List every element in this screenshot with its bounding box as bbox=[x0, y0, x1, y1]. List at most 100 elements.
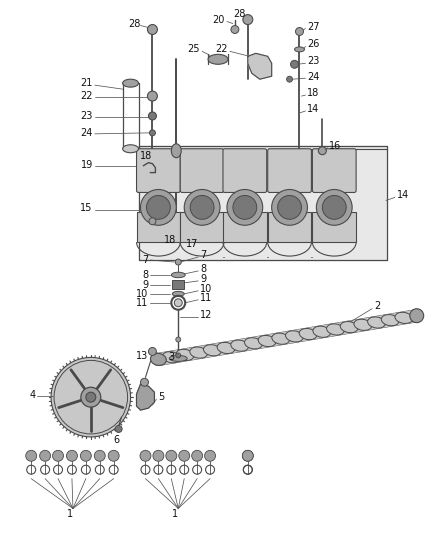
Text: 15: 15 bbox=[81, 204, 93, 213]
Ellipse shape bbox=[123, 79, 138, 87]
Circle shape bbox=[296, 28, 304, 36]
Text: 13: 13 bbox=[136, 351, 148, 361]
Circle shape bbox=[108, 450, 119, 461]
Ellipse shape bbox=[313, 326, 331, 337]
Text: 21: 21 bbox=[81, 78, 93, 88]
Ellipse shape bbox=[327, 324, 344, 335]
Text: 1: 1 bbox=[67, 510, 73, 520]
FancyBboxPatch shape bbox=[223, 212, 267, 242]
Circle shape bbox=[179, 450, 190, 461]
Circle shape bbox=[141, 190, 176, 225]
Text: 4: 4 bbox=[29, 390, 35, 400]
FancyBboxPatch shape bbox=[312, 149, 356, 192]
Circle shape bbox=[148, 112, 156, 120]
Ellipse shape bbox=[190, 347, 208, 358]
Polygon shape bbox=[138, 146, 387, 260]
Text: 8: 8 bbox=[200, 264, 206, 274]
Circle shape bbox=[231, 26, 239, 34]
Circle shape bbox=[242, 450, 253, 461]
Ellipse shape bbox=[208, 54, 228, 64]
Circle shape bbox=[174, 299, 182, 307]
Circle shape bbox=[94, 450, 105, 461]
Circle shape bbox=[278, 196, 301, 219]
Circle shape bbox=[54, 360, 127, 434]
FancyBboxPatch shape bbox=[137, 212, 180, 242]
Ellipse shape bbox=[172, 292, 184, 296]
Text: 28: 28 bbox=[129, 19, 141, 29]
Text: 2: 2 bbox=[374, 301, 380, 311]
Ellipse shape bbox=[367, 317, 385, 328]
Text: 7: 7 bbox=[200, 250, 206, 260]
Ellipse shape bbox=[381, 314, 399, 326]
Circle shape bbox=[140, 450, 151, 461]
Ellipse shape bbox=[171, 272, 185, 278]
Circle shape bbox=[40, 450, 50, 461]
Circle shape bbox=[81, 387, 101, 407]
Text: 26: 26 bbox=[307, 39, 320, 50]
Circle shape bbox=[67, 450, 78, 461]
Ellipse shape bbox=[286, 331, 303, 342]
Circle shape bbox=[243, 14, 253, 25]
FancyBboxPatch shape bbox=[268, 212, 311, 242]
Text: 18: 18 bbox=[140, 151, 152, 161]
Circle shape bbox=[81, 450, 91, 461]
Ellipse shape bbox=[151, 353, 166, 366]
Text: 20: 20 bbox=[212, 14, 225, 25]
FancyBboxPatch shape bbox=[180, 212, 224, 242]
FancyBboxPatch shape bbox=[137, 149, 180, 192]
Text: 11: 11 bbox=[136, 298, 148, 308]
Ellipse shape bbox=[299, 328, 317, 340]
Circle shape bbox=[184, 190, 220, 225]
Circle shape bbox=[242, 450, 253, 461]
Text: 22: 22 bbox=[80, 91, 93, 101]
FancyBboxPatch shape bbox=[172, 280, 184, 289]
Circle shape bbox=[148, 91, 157, 101]
Circle shape bbox=[322, 196, 346, 219]
Text: 16: 16 bbox=[329, 141, 342, 151]
Circle shape bbox=[190, 196, 214, 219]
Circle shape bbox=[148, 25, 157, 35]
Ellipse shape bbox=[294, 47, 304, 52]
Text: 9: 9 bbox=[142, 280, 148, 290]
Ellipse shape bbox=[258, 335, 276, 346]
Circle shape bbox=[205, 450, 215, 461]
Ellipse shape bbox=[354, 319, 372, 330]
Text: 17: 17 bbox=[186, 239, 198, 249]
Text: 19: 19 bbox=[81, 160, 93, 169]
Text: 3: 3 bbox=[168, 352, 174, 362]
Circle shape bbox=[53, 450, 64, 461]
Text: 11: 11 bbox=[200, 293, 212, 303]
Text: 22: 22 bbox=[215, 44, 228, 54]
Text: 7: 7 bbox=[142, 255, 148, 265]
Circle shape bbox=[149, 130, 155, 136]
Polygon shape bbox=[248, 53, 272, 79]
Text: 9: 9 bbox=[200, 274, 206, 284]
Circle shape bbox=[233, 196, 257, 219]
Ellipse shape bbox=[170, 356, 187, 361]
Circle shape bbox=[410, 309, 424, 322]
Circle shape bbox=[192, 450, 203, 461]
Circle shape bbox=[148, 348, 156, 356]
Ellipse shape bbox=[395, 312, 413, 324]
Ellipse shape bbox=[231, 340, 248, 351]
Ellipse shape bbox=[176, 349, 194, 360]
Text: 14: 14 bbox=[307, 104, 320, 114]
Circle shape bbox=[149, 218, 156, 225]
FancyBboxPatch shape bbox=[268, 149, 311, 192]
Circle shape bbox=[26, 450, 37, 461]
Circle shape bbox=[175, 259, 181, 265]
Text: 12: 12 bbox=[200, 310, 212, 320]
Text: 8: 8 bbox=[142, 270, 148, 280]
Ellipse shape bbox=[171, 144, 181, 158]
Circle shape bbox=[227, 190, 263, 225]
Circle shape bbox=[286, 76, 293, 82]
Circle shape bbox=[176, 353, 181, 358]
Text: 6: 6 bbox=[113, 435, 120, 445]
Ellipse shape bbox=[123, 145, 138, 153]
Text: 18: 18 bbox=[307, 88, 320, 98]
Circle shape bbox=[146, 196, 170, 219]
Ellipse shape bbox=[204, 345, 221, 356]
Circle shape bbox=[318, 147, 326, 155]
FancyBboxPatch shape bbox=[312, 212, 356, 242]
Circle shape bbox=[290, 60, 298, 68]
